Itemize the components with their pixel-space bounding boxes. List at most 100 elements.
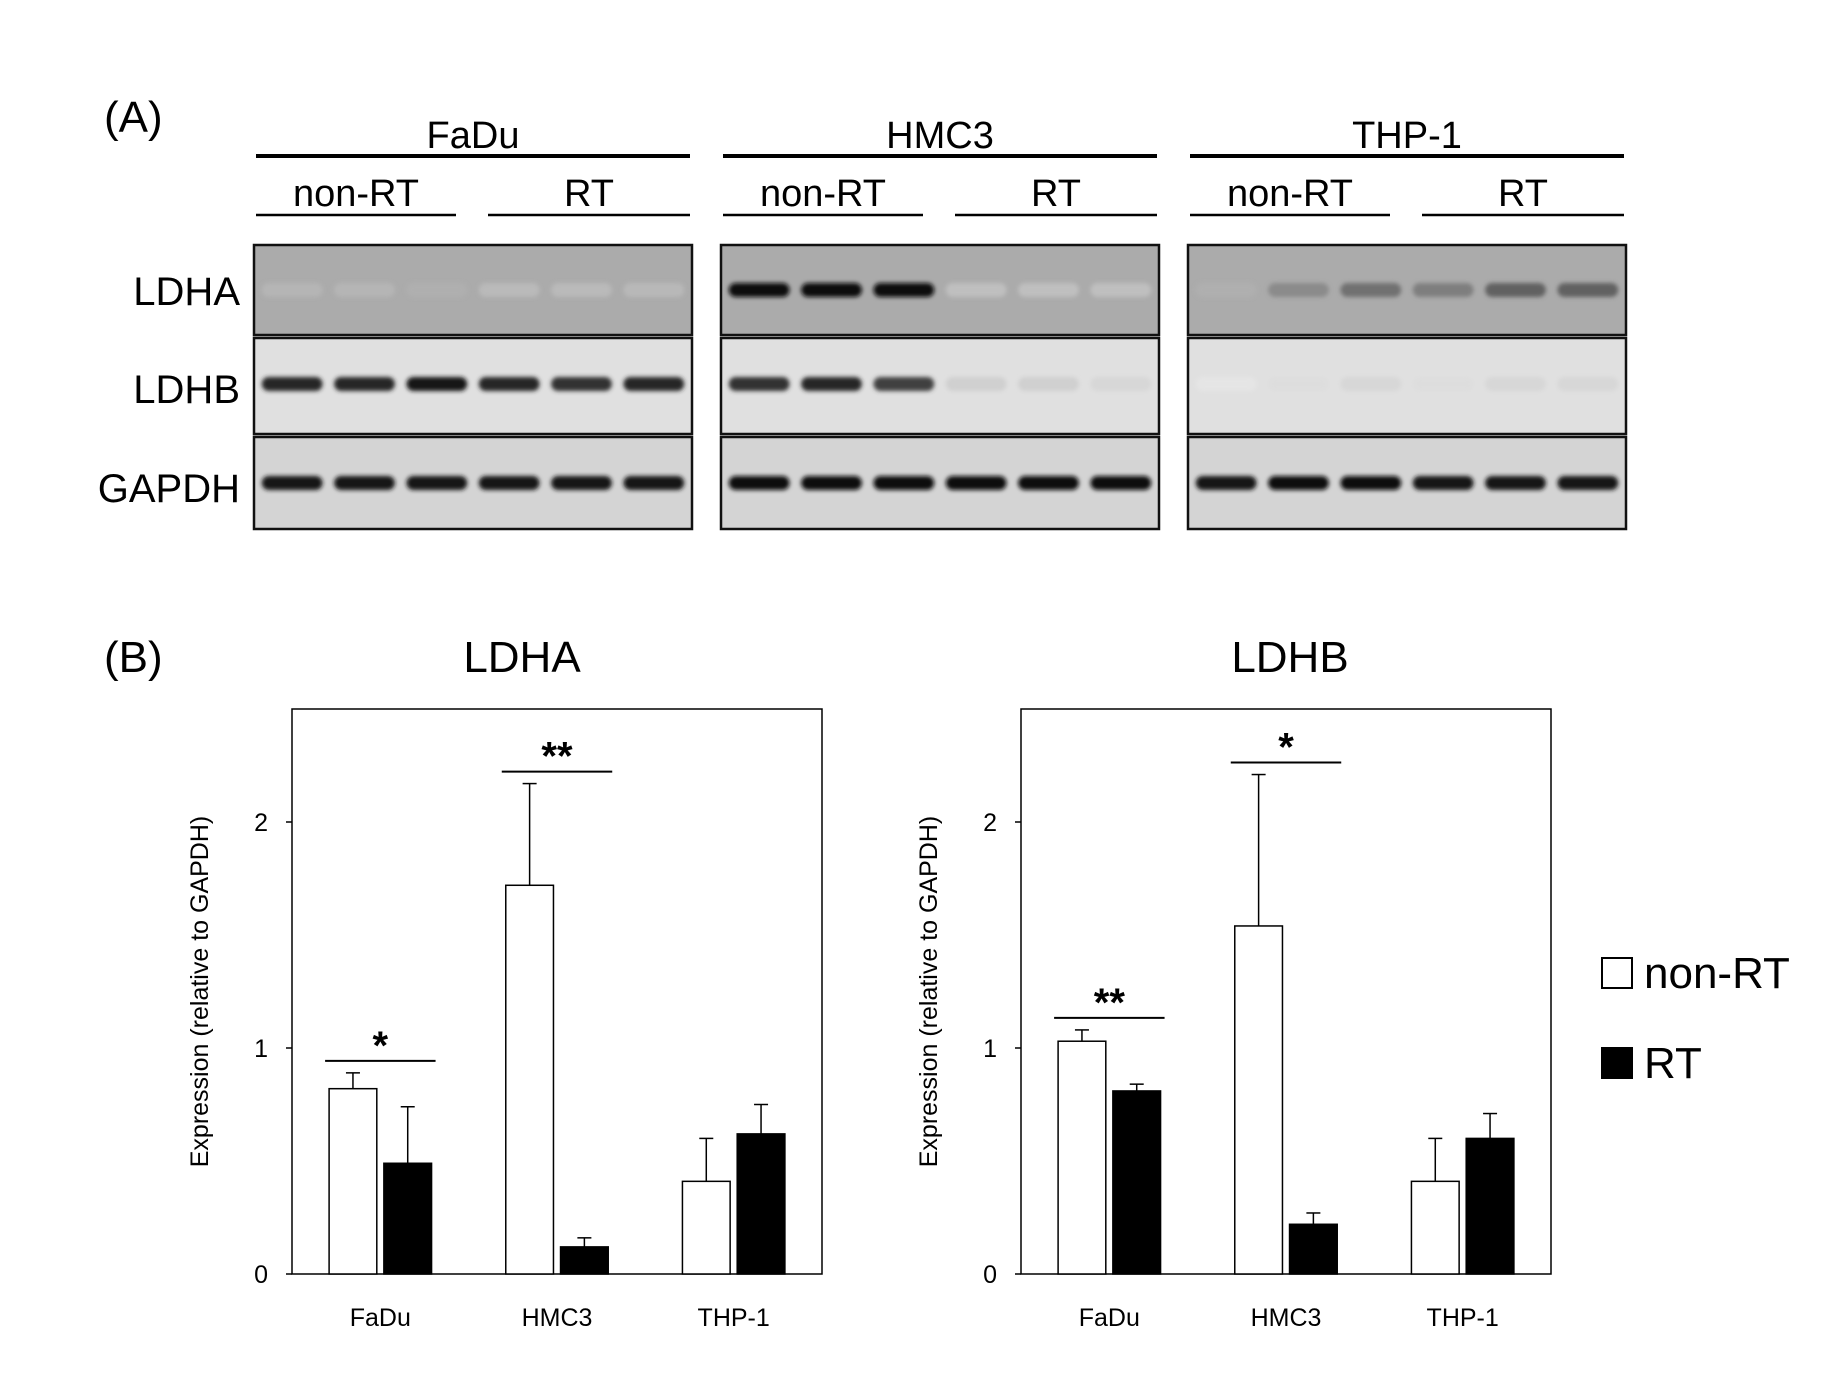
blot-band <box>945 283 1007 297</box>
blot-band <box>873 283 935 297</box>
blot-strip <box>719 336 1161 436</box>
y-axis-label: Expression (relative to GAPDH) <box>915 816 943 1168</box>
blot-band <box>406 476 468 490</box>
blot-strip <box>252 336 694 436</box>
legend-label-rt: RT <box>1644 1039 1702 1088</box>
blot-band <box>1557 283 1619 297</box>
blot-band <box>945 476 1007 490</box>
blot-strip <box>719 435 1161 531</box>
blot-band <box>334 377 395 391</box>
legend-swatch-rt <box>1601 1047 1633 1079</box>
x-tick-label-thp-1: THP-1 <box>1427 1304 1499 1332</box>
blot-band <box>1340 377 1402 391</box>
blot-band <box>1485 283 1546 297</box>
plot-frame <box>1020 708 1552 1275</box>
blot-band <box>1018 377 1079 391</box>
bar-rt-fadu <box>1112 1090 1162 1275</box>
cell-line-label-fadu: FaDu <box>427 115 520 157</box>
bar-non-rt-thp-1 <box>1410 1180 1460 1275</box>
y-tick-label: 0 <box>254 1261 268 1289</box>
x-tick-label-fadu: FaDu <box>1079 1304 1140 1332</box>
bar-non-rt-thp-1 <box>681 1180 731 1275</box>
blot-band <box>1485 476 1546 490</box>
panel-a-label: (A) <box>104 93 163 142</box>
blot-band <box>873 476 935 490</box>
x-tick-label-thp-1: THP-1 <box>698 1304 770 1332</box>
blot-band <box>728 283 790 297</box>
blot-band <box>1090 476 1152 490</box>
bar-rt-thp-1 <box>736 1133 786 1275</box>
bar-rt-thp-1 <box>1465 1137 1515 1275</box>
blot-band <box>623 476 685 490</box>
ldha-bar-chart: LDHA 0 1 2 Expression (relative to GAPDH) FaD… <box>186 633 823 1332</box>
condition-label-rt: RT <box>1031 173 1081 215</box>
protein-label-ldhb: LDHB <box>133 368 240 412</box>
blot-band <box>478 377 540 391</box>
condition-label-rt: RT <box>1498 173 1548 215</box>
cell-line-label-hmc3: HMC3 <box>886 115 994 157</box>
bar-non-rt-hmc3 <box>505 884 555 1275</box>
blot-band <box>261 283 323 297</box>
blot-strip <box>252 435 694 531</box>
bar-non-rt-hmc3 <box>1234 925 1284 1275</box>
bar-rt-hmc3 <box>559 1246 609 1275</box>
blot-band <box>728 476 790 490</box>
panel-b-label: (B) <box>104 633 163 682</box>
blot-band <box>551 476 612 490</box>
ldhb-bar-chart: LDHB 0 1 2 Expression (relative to GAPDH) FaD… <box>915 633 1552 1332</box>
cell-line-label-thp-1: THP-1 <box>1352 115 1462 157</box>
legend: non-RT RT <box>1601 949 1790 1088</box>
y-tick-label: 1 <box>254 1035 268 1063</box>
significance-marker: ** <box>541 735 573 779</box>
chart-title: LDHB <box>1231 633 1348 682</box>
blot-band <box>334 283 395 297</box>
blot-band <box>478 476 540 490</box>
blot-band <box>334 476 395 490</box>
significance-marker: * <box>373 1024 389 1068</box>
blot-band <box>801 476 862 490</box>
condition-label-rt: RT <box>564 173 614 215</box>
condition-label-non-rt: non-RT <box>1227 173 1353 215</box>
blot-band <box>1340 476 1402 490</box>
blot-band <box>1557 476 1619 490</box>
blot-band <box>1268 476 1329 490</box>
blot-band <box>1090 283 1152 297</box>
x-tick-label-hmc3: HMC3 <box>1251 1304 1322 1332</box>
blot-band <box>1090 377 1152 391</box>
protein-label-ldha: LDHA <box>133 270 240 314</box>
bar-non-rt-fadu <box>328 1087 378 1275</box>
significance-marker: ** <box>1094 981 1126 1025</box>
protein-label-gapdh: GAPDH <box>98 467 240 511</box>
blot-band <box>1412 283 1474 297</box>
bar-non-rt-fadu <box>1057 1040 1107 1275</box>
blot-band <box>728 377 790 391</box>
blot-band <box>261 476 323 490</box>
blot-band <box>261 377 323 391</box>
condition-label-non-rt: non-RT <box>293 173 419 215</box>
blot-band <box>801 283 862 297</box>
blot-band <box>1268 377 1329 391</box>
blot-band <box>1340 283 1402 297</box>
blot-band <box>1018 476 1079 490</box>
significance-marker: * <box>1278 726 1294 770</box>
chart-title: LDHA <box>463 633 581 682</box>
blot-band <box>1268 283 1329 297</box>
y-axis-label: Expression (relative to GAPDH) <box>186 816 214 1168</box>
condition-label-non-rt: non-RT <box>760 173 886 215</box>
blot-band <box>623 377 685 391</box>
blot-strip <box>719 243 1161 337</box>
x-tick-label-fadu: FaDu <box>350 1304 411 1332</box>
blot-band <box>1412 377 1474 391</box>
y-tick-label: 1 <box>983 1035 997 1063</box>
blot-band <box>1195 377 1257 391</box>
y-tick-label: 2 <box>983 809 997 837</box>
blot-strip <box>1186 336 1628 436</box>
blot-band <box>1557 377 1619 391</box>
x-tick-label-hmc3: HMC3 <box>522 1304 593 1332</box>
y-tick-label: 0 <box>983 1261 997 1289</box>
blot-band <box>1195 476 1257 490</box>
blot-band <box>551 377 612 391</box>
blot-band <box>551 283 612 297</box>
